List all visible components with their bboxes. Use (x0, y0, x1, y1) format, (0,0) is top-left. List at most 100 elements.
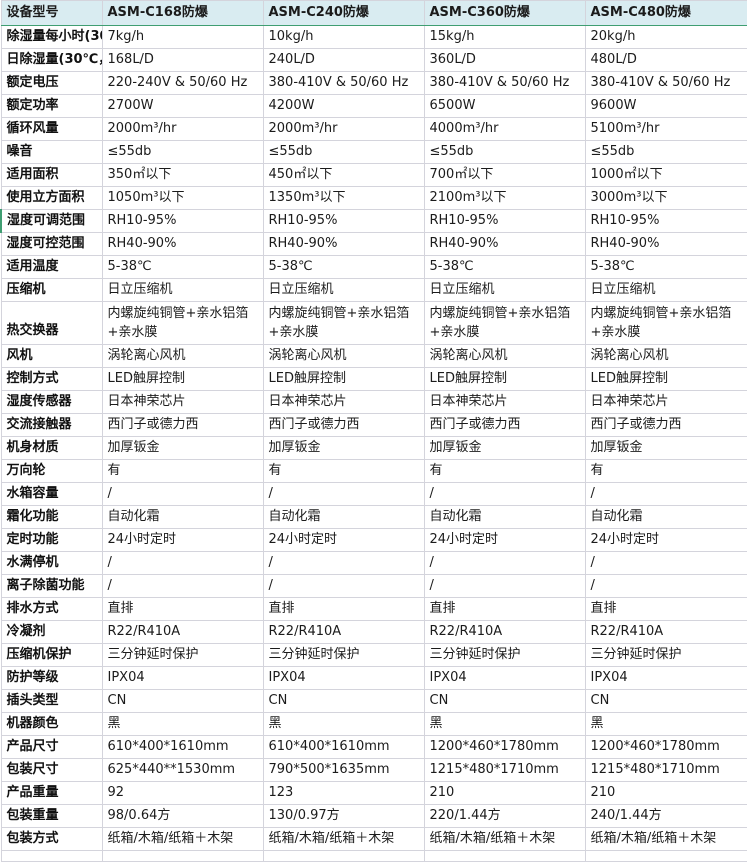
cell-value: 纸箱/木箱/纸箱＋木架 (424, 827, 586, 851)
row-label: 压缩机保护 (0, 643, 103, 667)
table-row: 防护等级 IPX04 IPX04 IPX04 IPX04 (0, 666, 747, 690)
cell-value: 西门子或德力西 (585, 413, 747, 437)
cell-value: 日本神荣芯片 (585, 390, 747, 414)
cell-value: 1215*480*1710mm (585, 758, 747, 782)
cell-value: R22/R410A (585, 620, 747, 644)
cell-value: 加厚钣金 (263, 436, 425, 460)
cell-value: 380-410V & 50/60 Hz (263, 71, 425, 95)
row-label: 控制方式 (0, 367, 103, 391)
row-label: 离子除菌功能 (0, 574, 103, 598)
table-row: 噪音 ≤55db ≤55db ≤55db ≤55db (0, 140, 747, 164)
cell-value: / (424, 482, 586, 506)
row-label: 排水方式 (0, 597, 103, 621)
table-row: 包装尺寸 625*440**1530mm 790*500*1635mm 1215*48… (0, 758, 747, 782)
cell-value: 610*400*1610mm (263, 735, 425, 759)
cell-value: 220-240V & 50/60 Hz (101, 71, 264, 95)
cell-value: 450㎡以下 (263, 163, 425, 187)
cell-value: 92 (101, 781, 264, 805)
cell-value: 1000㎡以下 (585, 163, 747, 187)
cell-value: 日立压缩机 (585, 278, 747, 302)
cell-value (101, 850, 264, 862)
cell-value: CN (424, 689, 586, 713)
table-row: 水满停机 / / / / (0, 551, 747, 575)
row-label: 水箱容量 (0, 482, 103, 506)
cell-value: 涡轮离心风机 (585, 344, 747, 368)
row-label: 使用立方面积 (0, 186, 103, 210)
row-label: 产品尺寸 (0, 735, 103, 759)
row-label: 插头类型 (0, 689, 103, 713)
cell-value: 涡轮离心风机 (424, 344, 586, 368)
cell-value: / (585, 551, 747, 575)
table-row: 额定功率 2700W 4200W 6500W 9600W (0, 94, 747, 118)
table-row: 湿度传感器 日本神荣芯片 日本神荣芯片 日本神荣芯片 日本神荣芯片 (0, 390, 747, 414)
cell-value: 三分钟延时保护 (101, 643, 264, 667)
cell-value: 3000m³以下 (585, 186, 747, 210)
row-label: 包装尺寸 (0, 758, 103, 782)
row-label: 霜化功能 (0, 505, 103, 529)
cell-value: 日本神荣芯片 (101, 390, 264, 414)
cell-value: 直排 (424, 597, 586, 621)
cell-value: 黑 (585, 712, 747, 736)
cell-value (585, 850, 747, 862)
row-label: 热交换器 (0, 301, 103, 345)
cell-value: 纸箱/木箱/纸箱＋木架 (263, 827, 425, 851)
table-row: 额定电压 220-240V & 50/60 Hz 380-410V & 50/60 … (0, 71, 747, 95)
cell-value: 5-38℃ (263, 255, 425, 279)
cell-value: 130/0.97方 (263, 804, 425, 828)
cell-value: 涡轮离心风机 (101, 344, 264, 368)
cell-value: / (101, 482, 264, 506)
clipped-row (0, 850, 747, 862)
cell-value: 24小时定时 (424, 528, 586, 552)
table-row: 使用立方面积 1050m³以下 1350m³以下 2100m³以下 3000m³以下 (0, 186, 747, 210)
row-label: 产品重量 (0, 781, 103, 805)
table-row: 压缩机 日立压缩机 日立压缩机 日立压缩机 日立压缩机 (0, 278, 747, 302)
row-label: 交流接触器 (0, 413, 103, 437)
cell-value: 24小时定时 (585, 528, 747, 552)
cell-value: 10kg/h (263, 25, 425, 49)
cell-value: 西门子或德力西 (101, 413, 264, 437)
cell-value: 西门子或德力西 (263, 413, 425, 437)
cell-value: ≤55db (585, 140, 747, 164)
cell-value: 日立压缩机 (101, 278, 264, 302)
cell-value: 4200W (263, 94, 425, 118)
header-label-column: 设备型号 (0, 0, 103, 26)
cell-value: 4000m³/hr (424, 117, 586, 141)
cell-value: 自动化霜 (263, 505, 425, 529)
cell-value: 有 (101, 459, 264, 483)
cell-value: 黑 (424, 712, 586, 736)
cell-value: 220/1.44方 (424, 804, 586, 828)
table-row: 包装重量 98/0.64方 130/0.97方 220/1.44方 240/1.44方 (0, 804, 747, 828)
cell-value: RH40-90% (263, 232, 425, 256)
table-row: 除湿量每小时(30 7kg/h 10kg/h 15kg/h 20kg/h (0, 25, 747, 49)
cell-value: 三分钟延时保护 (585, 643, 747, 667)
cell-value: 三分钟延时保护 (424, 643, 586, 667)
cell-value: ≤55db (101, 140, 264, 164)
table-row: 机器颜色黑黑黑黑 (0, 712, 747, 736)
row-label: 湿度可调范围 (0, 209, 103, 233)
row-label: 万向轮 (0, 459, 103, 483)
cell-value: IPX04 (263, 666, 425, 690)
cell-value: 日立压缩机 (263, 278, 425, 302)
row-label: 风机 (0, 344, 103, 368)
row-label: 适用面积 (0, 163, 103, 187)
cell-value: 内螺旋纯铜管+亲水铝箔+亲水膜 (263, 301, 425, 345)
cell-value: LED触屏控制 (101, 367, 264, 391)
cell-value: 有 (263, 459, 425, 483)
cell-value: RH40-90% (585, 232, 747, 256)
table-row: 万向轮有有有有 (0, 459, 747, 483)
cell-value: 纸箱/木箱/纸箱＋木架 (585, 827, 747, 851)
cell-value: 15kg/h (424, 25, 586, 49)
table-row: 适用面积 350㎡以下 450㎡以下 700㎡以下 1000㎡以下 (0, 163, 747, 187)
table-row: 离子除菌功能 / / / / (0, 574, 747, 598)
row-label: 噪音 (0, 140, 103, 164)
cell-value: 2700W (101, 94, 264, 118)
table-row: 交流接触器 西门子或德力西 西门子或德力西 西门子或德力西 西门子或德力西 (0, 413, 747, 437)
cell-value: RH10-95% (101, 209, 264, 233)
row-label: 包装重量 (0, 804, 103, 828)
cell-value: RH10-95% (424, 209, 586, 233)
header-model-4: ASM-C480防爆 (585, 0, 747, 26)
table-row: 水箱容量 / / / / (0, 482, 747, 506)
row-label: 机身材质 (0, 436, 103, 460)
cell-value: RH10-95% (585, 209, 747, 233)
